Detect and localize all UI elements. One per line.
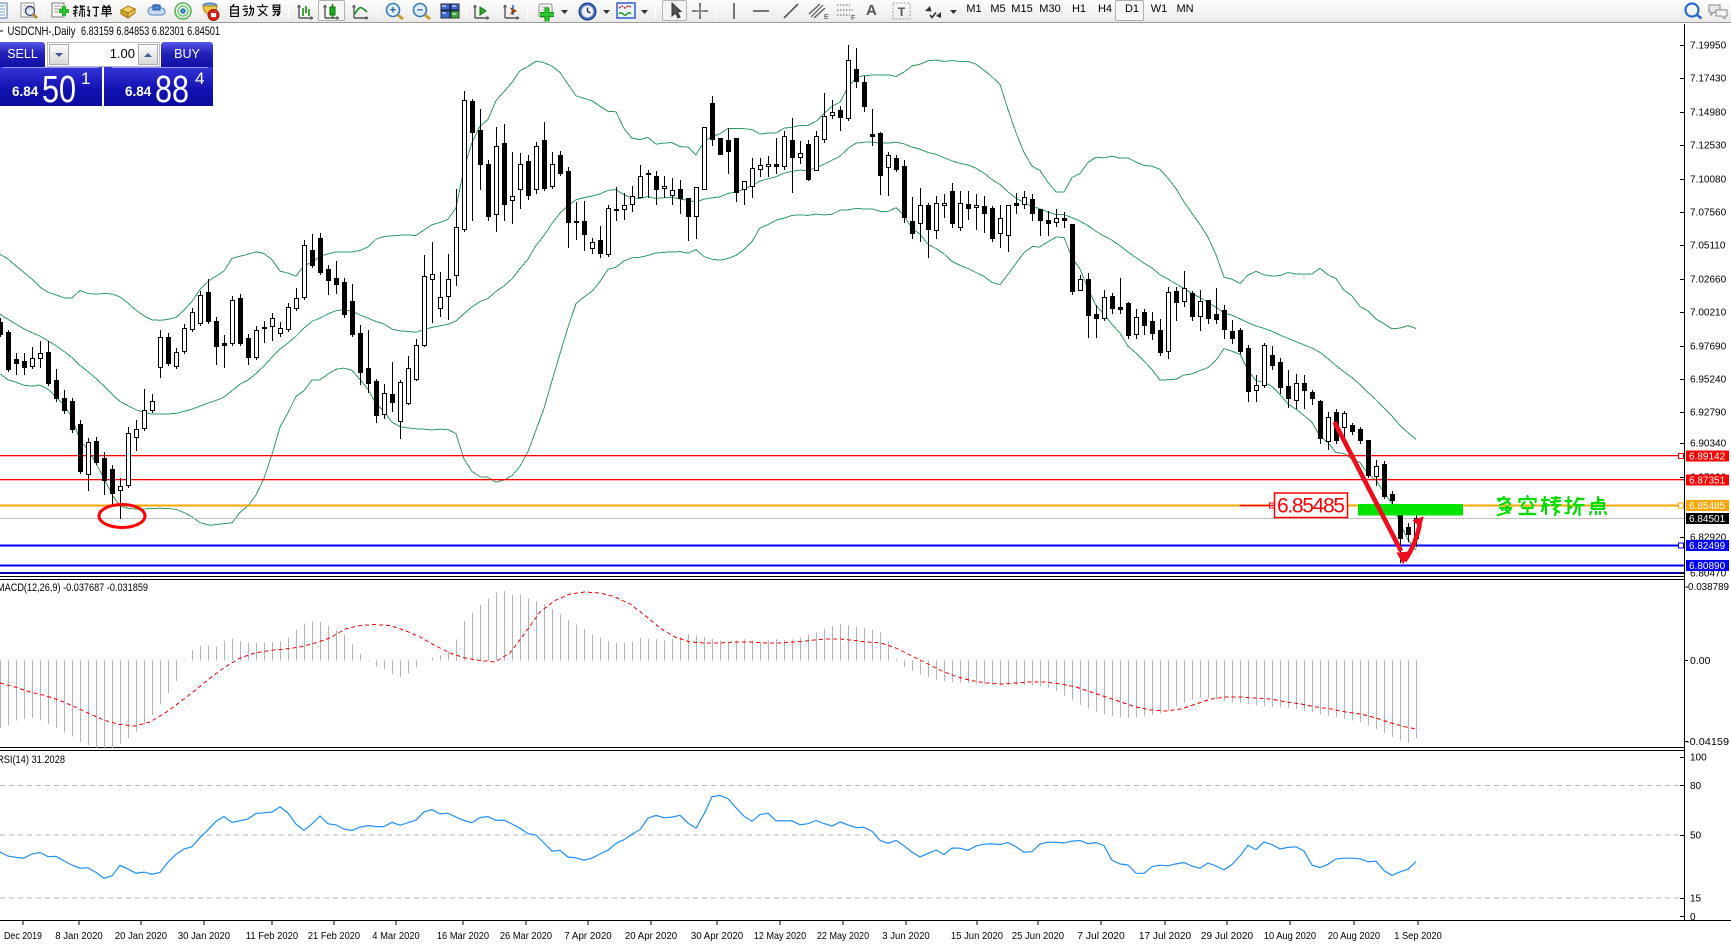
svg-text:6.83159 6.84853 6.82301 6.8450: 6.83159 6.84853 6.82301 6.84501 bbox=[81, 24, 220, 38]
svg-text:15: 15 bbox=[1690, 894, 1702, 905]
svg-text:4 Mar 2020: 4 Mar 2020 bbox=[372, 930, 420, 942]
svg-text:6.82499: 6.82499 bbox=[1689, 541, 1726, 552]
svg-text:7.17430: 7.17430 bbox=[1690, 74, 1727, 85]
svg-text:7.02660: 7.02660 bbox=[1690, 275, 1727, 286]
svg-text:USDCNH-,Daily: USDCNH-,Daily bbox=[8, 24, 76, 38]
svg-text:50: 50 bbox=[42, 69, 76, 106]
svg-text:7.10080: 7.10080 bbox=[1690, 175, 1727, 186]
svg-text:7.14980: 7.14980 bbox=[1690, 108, 1727, 119]
svg-text:20 Aug 2020: 20 Aug 2020 bbox=[1328, 930, 1380, 942]
svg-text:6.84501: 6.84501 bbox=[1689, 514, 1726, 525]
svg-text:7 Jul 2020: 7 Jul 2020 bbox=[1077, 930, 1125, 942]
svg-text:3 Jun 2020: 3 Jun 2020 bbox=[882, 930, 930, 942]
svg-text:20 Jan 2020: 20 Jan 2020 bbox=[115, 930, 167, 942]
svg-text:6.89142: 6.89142 bbox=[1689, 452, 1726, 463]
svg-text:6.85485: 6.85485 bbox=[1277, 495, 1345, 518]
svg-text:7.05110: 7.05110 bbox=[1690, 241, 1726, 252]
svg-text:+: + bbox=[390, 5, 396, 17]
svg-text:4: 4 bbox=[195, 69, 204, 88]
svg-text:MACD(12,26,9) -0.037687 -0.031: MACD(12,26,9) -0.037687 -0.031859 bbox=[0, 582, 148, 594]
svg-text:RSI(14) 31.2028: RSI(14) 31.2028 bbox=[0, 754, 65, 766]
svg-text:-0.04159: -0.04159 bbox=[1686, 736, 1729, 748]
svg-text:6.87351: 6.87351 bbox=[1689, 476, 1726, 487]
svg-text:6.85485: 6.85485 bbox=[1689, 501, 1726, 512]
svg-text:80: 80 bbox=[1690, 781, 1702, 792]
svg-text:0.00: 0.00 bbox=[1690, 655, 1711, 667]
svg-text:26 Mar 2020: 26 Mar 2020 bbox=[500, 930, 552, 942]
svg-text:15 Jun 2020: 15 Jun 2020 bbox=[951, 930, 1003, 942]
svg-text:16 Mar 2020: 16 Mar 2020 bbox=[437, 930, 489, 942]
svg-text:12 May 2020: 12 May 2020 bbox=[754, 930, 806, 942]
svg-text:7.12530: 7.12530 bbox=[1690, 141, 1727, 152]
svg-text:88: 88 bbox=[155, 69, 189, 106]
svg-text:6.80890: 6.80890 bbox=[1689, 561, 1726, 572]
svg-text:7.19950: 7.19950 bbox=[1690, 41, 1727, 52]
svg-text:0.038789: 0.038789 bbox=[1688, 581, 1729, 593]
svg-text:6.92790: 6.92790 bbox=[1690, 408, 1727, 419]
svg-text:F: F bbox=[851, 15, 855, 21]
svg-text:7.07560: 7.07560 bbox=[1690, 208, 1727, 219]
svg-text:50: 50 bbox=[1690, 831, 1702, 842]
svg-text:6.95240: 6.95240 bbox=[1690, 375, 1727, 386]
svg-text:25 Jun 2020: 25 Jun 2020 bbox=[1012, 930, 1064, 942]
svg-text:8 Jan 2020: 8 Jan 2020 bbox=[55, 930, 103, 942]
svg-text:7 Apr 2020: 7 Apr 2020 bbox=[564, 930, 612, 942]
svg-text:Dec 2019: Dec 2019 bbox=[4, 930, 42, 942]
svg-text:E: E bbox=[824, 14, 829, 21]
svg-text:6.80470: 6.80470 bbox=[1690, 569, 1727, 580]
svg-text:0: 0 bbox=[1690, 912, 1696, 923]
svg-text:22 May 2020: 22 May 2020 bbox=[817, 930, 869, 942]
svg-text:7.00210: 7.00210 bbox=[1690, 308, 1727, 319]
svg-text:1 Sep 2020: 1 Sep 2020 bbox=[1394, 930, 1442, 942]
svg-text:−: − bbox=[417, 5, 423, 17]
svg-text:1: 1 bbox=[81, 69, 90, 88]
svg-text:29 Jul 2020: 29 Jul 2020 bbox=[1201, 930, 1253, 942]
svg-text:6.82920: 6.82920 bbox=[1690, 533, 1727, 544]
svg-text:10 Aug 2020: 10 Aug 2020 bbox=[1264, 930, 1316, 942]
svg-text:6.97690: 6.97690 bbox=[1690, 342, 1727, 353]
svg-text:21 Feb 2020: 21 Feb 2020 bbox=[308, 930, 360, 942]
svg-text:T: T bbox=[898, 5, 906, 19]
svg-text:11 Feb 2020: 11 Feb 2020 bbox=[246, 930, 298, 942]
svg-text:20 Apr 2020: 20 Apr 2020 bbox=[625, 930, 677, 942]
svg-text:17 Jul 2020: 17 Jul 2020 bbox=[1139, 930, 1191, 942]
svg-text:30 Jan 2020: 30 Jan 2020 bbox=[178, 930, 230, 942]
svg-text:6.90340: 6.90340 bbox=[1690, 439, 1727, 450]
svg-text:30 Apr 2020: 30 Apr 2020 bbox=[691, 930, 743, 942]
svg-text:100: 100 bbox=[1690, 753, 1707, 764]
